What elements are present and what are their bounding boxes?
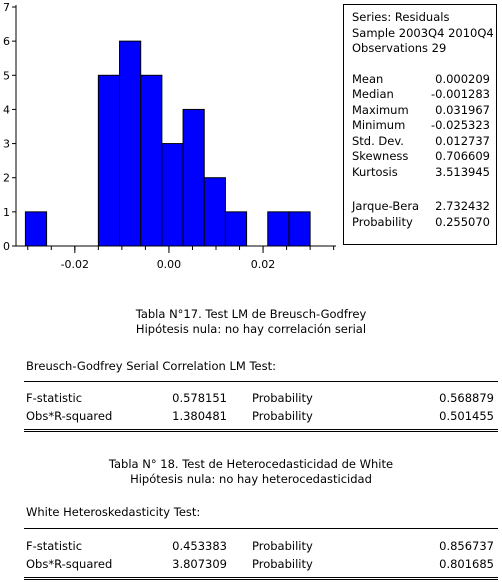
stat-label: Skewness	[352, 149, 409, 163]
bg-table-divider	[24, 381, 498, 382]
histogram-bar	[203, 177, 226, 247]
y-tick-label: 1	[3, 206, 10, 219]
white-row-prob: 0.801685	[439, 557, 494, 571]
series-name: Series: Residuals	[352, 10, 450, 24]
white-caption-subtitle: Hipótesis nula: no hay heterocedasticida…	[130, 472, 372, 486]
bg-test-table: Breusch-Godfrey Serial Correlation LM Te…	[24, 356, 498, 456]
stat-row: Median -0.001283	[352, 87, 490, 103]
jb-value: 2.732432	[435, 199, 490, 213]
stat-row: Minimum -0.025323	[352, 118, 490, 134]
y-tick-label: 2	[3, 172, 10, 185]
bg-row-label: Obs*R-squared	[26, 409, 113, 423]
white-row-label: Obs*R-squared	[26, 557, 113, 571]
white-table-bottom-rule-2	[24, 579, 498, 580]
histogram-bar	[119, 40, 142, 247]
y-tick-label: 4	[3, 103, 10, 116]
white-row-prob: 0.856737	[439, 539, 494, 553]
y-tick-label: 3	[3, 138, 10, 151]
white-row-stat: 0.453383	[172, 539, 227, 553]
jb-prob-label: Probability	[352, 214, 413, 229]
histogram-bar	[97, 74, 121, 247]
bg-table-bottom-rule	[24, 429, 498, 430]
stat-row: Maximum 0.031967	[352, 103, 490, 119]
sample-range: Sample 2003Q4 2010Q4	[352, 25, 494, 40]
bg-row-stat: 0.578151	[172, 391, 227, 405]
observations-count: Observations 29	[352, 41, 447, 55]
white-table-title: White Heteroskedasticity Test:	[26, 505, 201, 519]
jb-label: Jarque-Bera	[352, 199, 420, 213]
white-test-table: White Heteroskedasticity Test: F-statist…	[24, 502, 498, 582]
stat-row: Skewness 0.706609	[352, 149, 490, 165]
stat-label: Minimum	[352, 118, 406, 132]
stat-label: Std. Dev.	[352, 133, 404, 148]
stat-value: 3.513945	[435, 164, 490, 179]
descriptive-stats-box: Series: Residuals Sample 2003Q4 2010Q4 O…	[343, 4, 497, 245]
histogram-bar	[24, 211, 48, 247]
bg-row-prob-label: Probability	[252, 391, 313, 405]
bg-row-label: F-statistic	[26, 391, 83, 405]
histogram-bar	[140, 74, 163, 247]
white-row-prob-label: Probability	[252, 539, 313, 553]
stat-label: Maximum	[352, 102, 409, 117]
histogram-bar	[267, 211, 290, 247]
jb-row: Jarque-Bera 2.732432	[352, 199, 490, 215]
bg-row-prob: 0.568879	[439, 391, 494, 405]
y-tick-label: 0	[3, 240, 10, 253]
stat-row: Mean 0.000209	[352, 72, 490, 88]
x-tick-label: 0.00	[157, 258, 182, 271]
stat-value: 0.706609	[435, 149, 490, 163]
stat-value: 0.012737	[435, 133, 490, 148]
histogram-bar	[288, 211, 311, 247]
white-table-bottom-rule	[24, 577, 498, 578]
stat-row: Kurtosis 3.513945	[352, 165, 490, 181]
white-row-label: F-statistic	[26, 539, 83, 553]
stat-label: Mean	[352, 71, 384, 86]
white-row-stat: 3.807309	[172, 557, 227, 571]
stat-label: Kurtosis	[352, 164, 398, 179]
bg-caption-subtitle: Hipótesis nula: no hay correlación seria…	[135, 322, 367, 336]
bg-row-prob-label: Probability	[252, 409, 313, 423]
white-row-prob-label: Probability	[252, 557, 313, 571]
histogram-bar	[224, 211, 248, 247]
stat-label: Median	[352, 87, 394, 101]
stat-row: Std. Dev. 0.012737	[352, 134, 490, 150]
x-tick-label: 0.02	[251, 258, 276, 271]
white-caption-title: Tabla N° 18. Test de Heterocedasticidad …	[108, 457, 394, 471]
stat-value: 0.000209	[435, 71, 490, 86]
histogram-bar	[161, 143, 184, 247]
y-tick-label: 7	[3, 1, 10, 14]
residuals-histogram: 0 1 2 3 4 5 6 7 -0.02 0.00 0.02	[3, 1, 336, 271]
bg-table-title: Breusch-Godfrey Serial Correlation LM Te…	[26, 359, 276, 373]
stat-value: 0.031967	[435, 102, 490, 117]
bg-row-prob: 0.501455	[439, 409, 494, 423]
jb-prob-row: Probability 0.255070	[352, 215, 490, 231]
bg-row-stat: 1.380481	[172, 409, 227, 423]
jb-prob-value: 0.255070	[435, 214, 490, 229]
bg-caption-title: Tabla N°17. Test LM de Breusch-Godfrey	[135, 307, 367, 321]
x-tick-label: -0.02	[61, 258, 89, 271]
bg-table-bottom-rule-2	[24, 431, 498, 432]
white-table-divider	[24, 528, 498, 529]
histogram-bar	[182, 108, 205, 247]
y-tick-label: 5	[3, 69, 10, 82]
stat-value: -0.025323	[430, 118, 490, 132]
stat-value: -0.001283	[430, 87, 490, 101]
y-tick-label: 6	[3, 35, 10, 48]
